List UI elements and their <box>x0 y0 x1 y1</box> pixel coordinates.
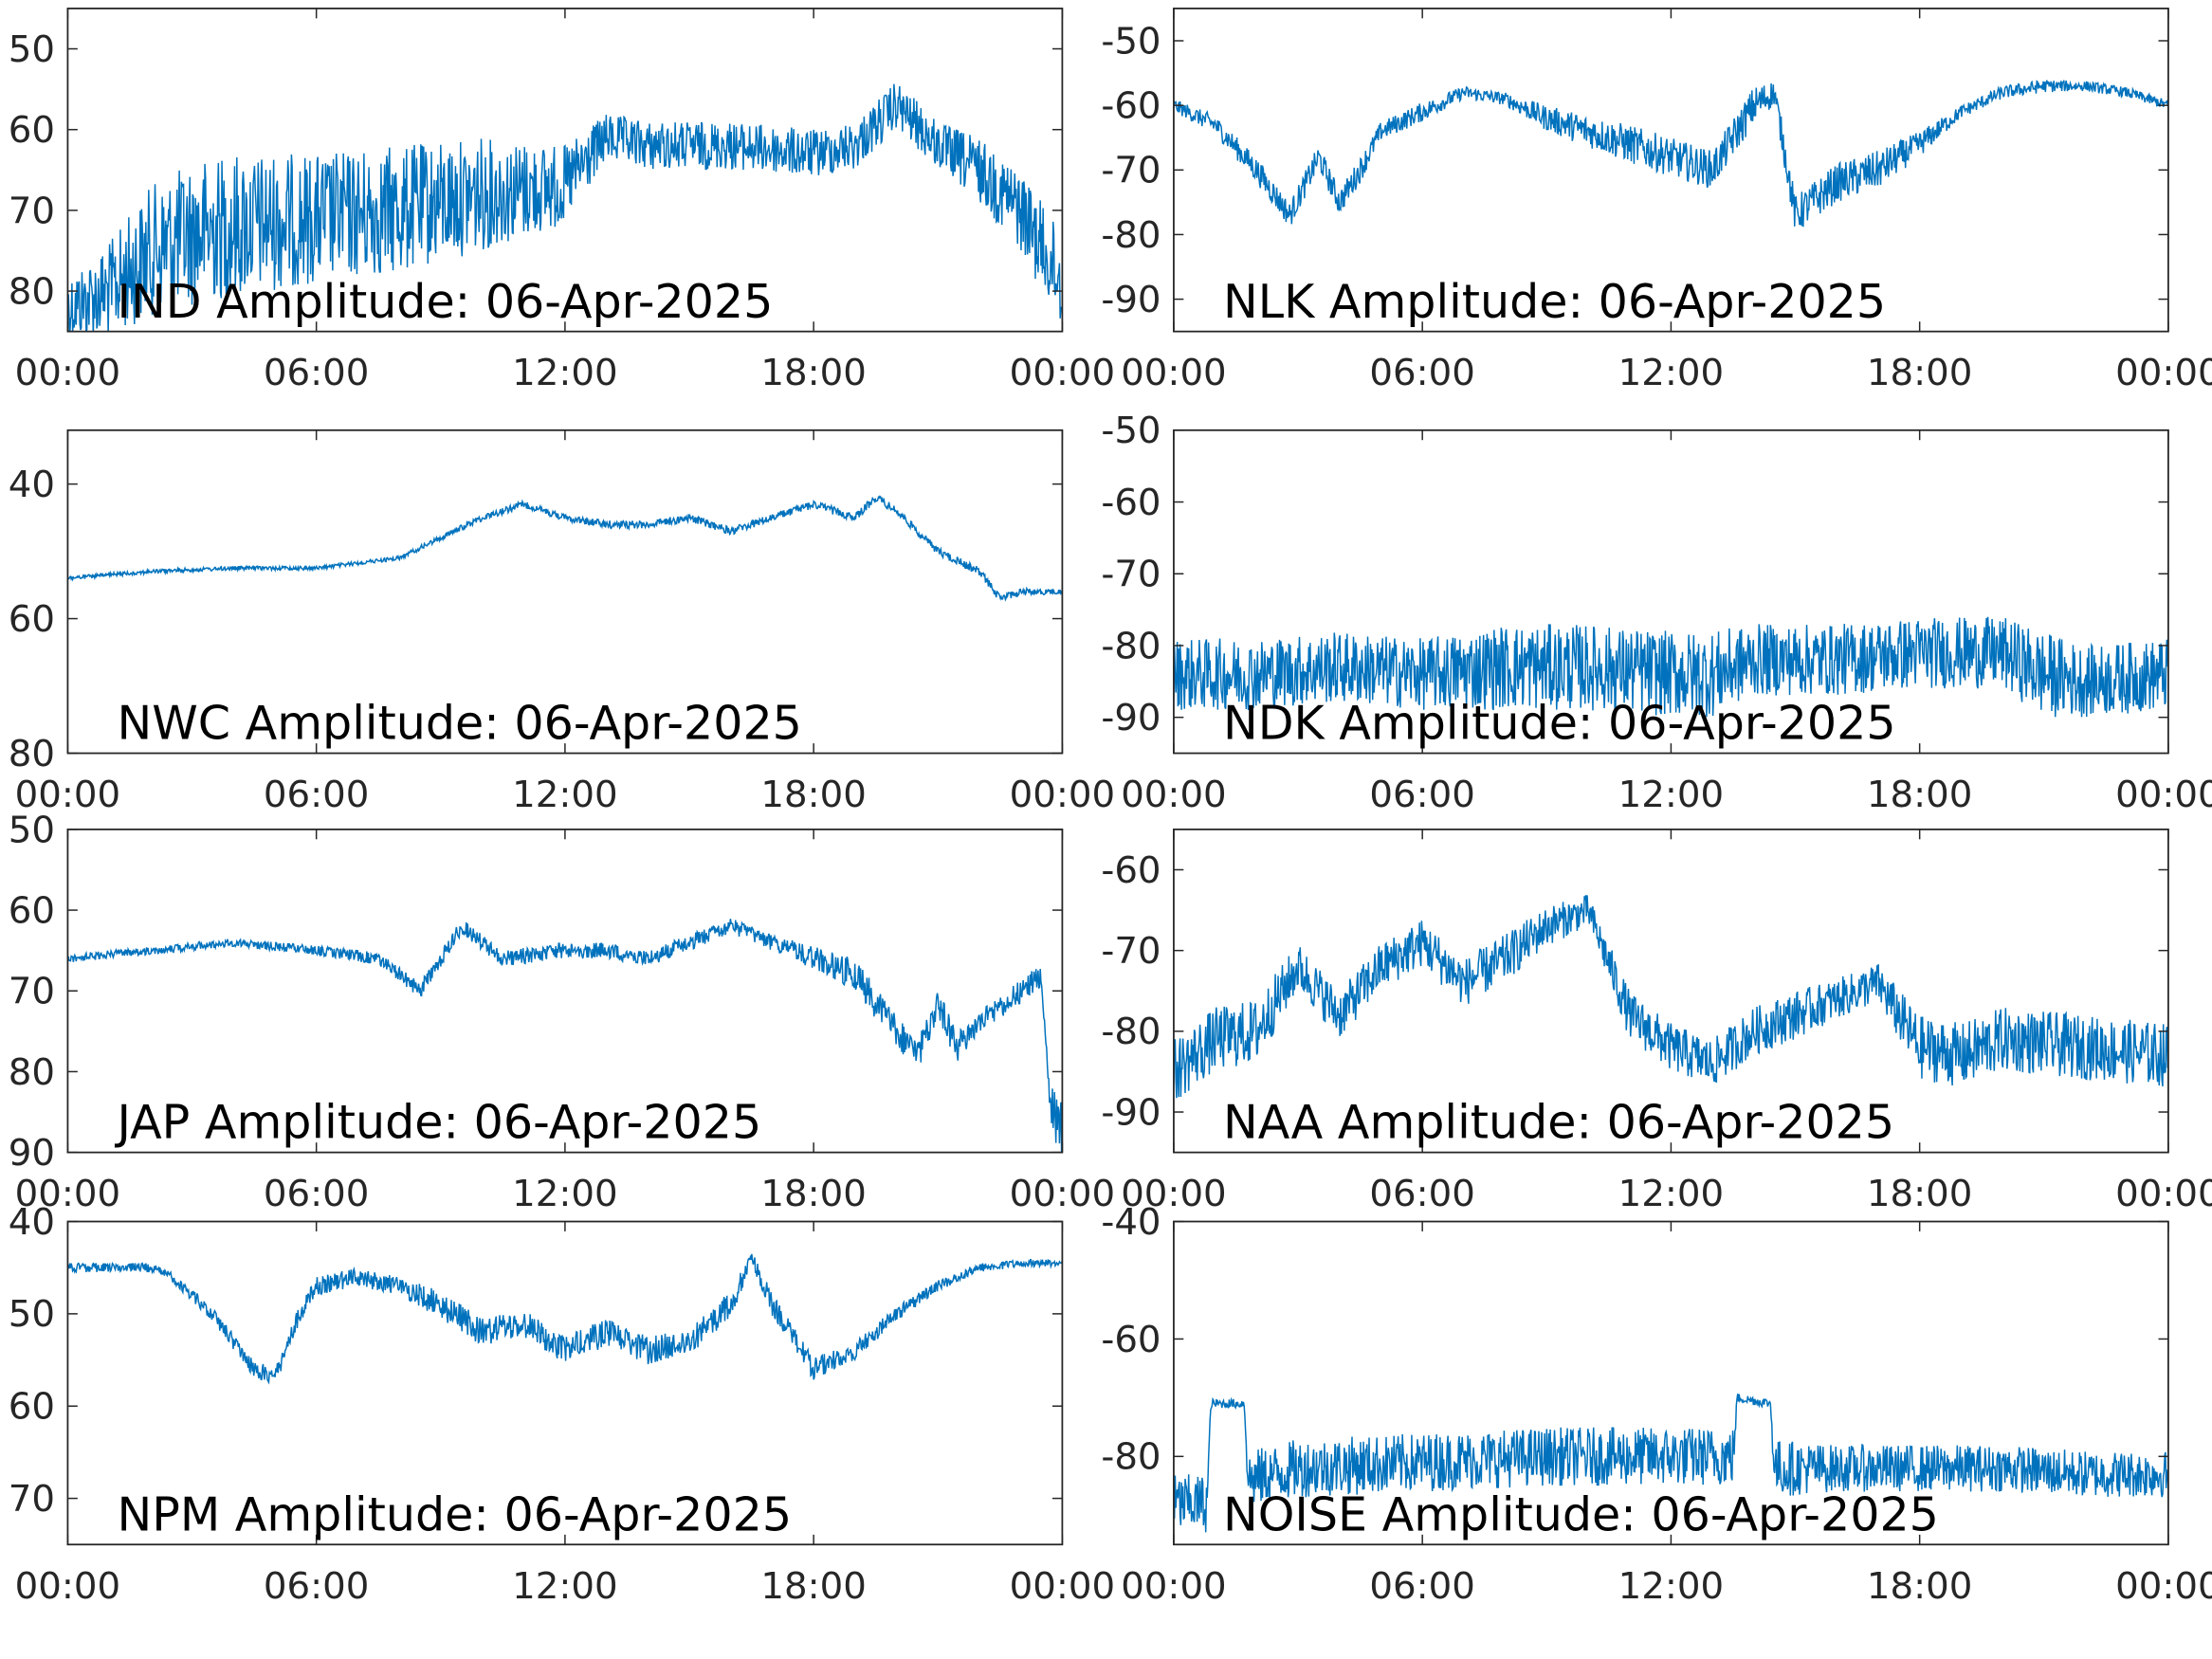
x-tick-label: 06:00 <box>264 1565 369 1608</box>
x-tick-label: 12:00 <box>512 1565 617 1608</box>
series-line <box>67 919 1063 1153</box>
y-tick-label: -80 <box>1101 1436 1161 1479</box>
panel-title: NDK Amplitude: 06-Apr-2025 <box>1223 696 1896 751</box>
y-tick-label: -60 <box>1101 482 1161 524</box>
x-tick-label: 12:00 <box>512 352 617 394</box>
y-tick-label: 40 <box>9 464 55 506</box>
x-tick-label: 06:00 <box>1369 352 1474 394</box>
x-tick-label: 00:00 <box>1010 1173 1115 1215</box>
x-tick-label: 12:00 <box>512 774 617 816</box>
chart-panel-7: 00:00 06:00 12:00 18:00 00:00 -40 -60 -80 NOISE … <box>1101 1201 2212 1608</box>
panel-title: JAP Amplitude: 06-Apr-2025 <box>114 1095 761 1150</box>
y-tick-label: -90 <box>1101 1091 1161 1134</box>
chart-panel-4: 00:00 06:00 12:00 18:00 00:00 50 60 70 80 90 JAP A… <box>9 809 1115 1215</box>
x-tick-label: 00:00 <box>2115 1565 2212 1608</box>
x-tick-label: 06:00 <box>1369 1565 1474 1608</box>
y-tick-label: -80 <box>1101 1011 1161 1053</box>
x-tick-label: 00:00 <box>2115 1173 2212 1215</box>
y-tick-label: -40 <box>1101 1201 1161 1244</box>
panel-title: NOISE Amplitude: 06-Apr-2025 <box>1223 1486 1939 1541</box>
y-tick-label: 70 <box>9 971 55 1013</box>
y-tick-label: -60 <box>1101 849 1161 892</box>
x-tick-label: 00:00 <box>1121 1565 1226 1608</box>
x-tick-label: 00:00 <box>1121 1173 1226 1215</box>
y-tick-label: 50 <box>9 809 55 851</box>
x-tick-label: 12:00 <box>1618 774 1724 816</box>
y-tick-label: -70 <box>1101 930 1161 973</box>
series-line <box>1173 80 2168 228</box>
y-tick-label: 60 <box>9 109 55 152</box>
series-line <box>67 83 1063 332</box>
y-tick-label: -90 <box>1101 697 1161 739</box>
y-tick-label: 50 <box>9 1293 55 1336</box>
x-tick-label: 00:00 <box>1121 774 1226 816</box>
y-tick-label: -70 <box>1101 150 1161 192</box>
panel-title: NPM Amplitude: 06-Apr-2025 <box>117 1486 792 1541</box>
x-tick-label: 12:00 <box>1618 1173 1724 1215</box>
y-tick-label: -70 <box>1101 554 1161 596</box>
chart-panel-1: 00:00 06:00 12:00 18:00 00:00 -50 -60 -70 -80 -90… <box>1101 8 2212 394</box>
x-tick-label: 18:00 <box>760 774 866 816</box>
y-tick-label: 60 <box>9 1386 55 1429</box>
y-tick-label: -90 <box>1101 279 1161 321</box>
y-tick-label: -60 <box>1101 1319 1161 1361</box>
x-tick-label: 00:00 <box>1121 352 1226 394</box>
panel-title: IND Amplitude: 06-Apr-2025 <box>117 274 773 329</box>
y-tick-label: -50 <box>1101 20 1161 63</box>
series-line <box>1173 895 2168 1099</box>
series-line <box>67 495 1063 602</box>
panel-title: NAA Amplitude: 06-Apr-2025 <box>1223 1095 1894 1150</box>
x-tick-label: 00:00 <box>1010 1565 1115 1608</box>
chart-panel-3: 00:00 06:00 12:00 18:00 00:00 -50 -60 -70 -80 -90… <box>1101 410 2212 816</box>
x-tick-label: 06:00 <box>1369 1173 1474 1215</box>
y-tick-label: 80 <box>9 270 55 313</box>
y-tick-label: -80 <box>1101 625 1161 667</box>
x-tick-label: 00:00 <box>15 774 120 816</box>
y-tick-label: 70 <box>9 190 55 232</box>
series-line <box>1173 616 2168 718</box>
panel-title: NLK Amplitude: 06-Apr-2025 <box>1223 274 1886 329</box>
x-tick-label: 18:00 <box>760 1565 866 1608</box>
y-tick-label: 40 <box>9 1201 55 1244</box>
x-tick-label: 18:00 <box>1867 352 1972 394</box>
chart-panel-5: 00:00 06:00 12:00 18:00 00:00 -60 -70 -80 -90 NAA… <box>1101 828 2212 1215</box>
y-tick-label: 60 <box>9 598 55 641</box>
series-line <box>67 1253 1063 1385</box>
x-tick-label: 18:00 <box>760 352 866 394</box>
y-tick-label: 70 <box>9 1478 55 1521</box>
x-tick-label: 00:00 <box>1010 352 1115 394</box>
x-tick-label: 12:00 <box>1618 1565 1724 1608</box>
y-tick-label: 60 <box>9 889 55 932</box>
panel-title: NWC Amplitude: 06-Apr-2025 <box>117 696 801 751</box>
x-tick-label: 18:00 <box>1867 1173 1972 1215</box>
x-tick-label: 06:00 <box>264 1173 369 1215</box>
y-tick-label: 80 <box>9 1051 55 1094</box>
chart-panel-2: 00:00 06:00 12:00 18:00 00:00 40 60 80 NWC Ampli… <box>9 428 1115 816</box>
x-tick-label: 00:00 <box>15 1173 120 1215</box>
x-tick-label: 18:00 <box>1867 774 1972 816</box>
y-tick-label: -80 <box>1101 214 1161 257</box>
x-tick-label: 12:00 <box>1618 352 1724 394</box>
x-tick-label: 06:00 <box>264 774 369 816</box>
x-tick-label: 18:00 <box>1867 1565 1972 1608</box>
x-tick-label: 00:00 <box>15 1565 120 1608</box>
chart-panel-6: 00:00 06:00 12:00 18:00 00:00 40 50 60 70 NPM Amp… <box>9 1201 1115 1608</box>
y-tick-label: -60 <box>1101 85 1161 128</box>
x-tick-label: 06:00 <box>264 352 369 394</box>
x-tick-label: 18:00 <box>760 1173 866 1215</box>
figure: 00:00 06:00 12:00 18:00 00:00 50 60 70 80 IND Amp… <box>9 8 2212 1608</box>
x-tick-label: 00:00 <box>2115 352 2212 394</box>
y-tick-label: 90 <box>9 1132 55 1175</box>
x-tick-label: 12:00 <box>512 1173 617 1215</box>
series-line <box>1173 1394 2168 1533</box>
x-tick-label: 00:00 <box>1010 774 1115 816</box>
y-tick-label: -50 <box>1101 410 1161 452</box>
chart-panel-0: 00:00 06:00 12:00 18:00 00:00 50 60 70 80 IND Amp… <box>9 8 1115 394</box>
x-tick-label: 06:00 <box>1369 774 1474 816</box>
y-tick-label: 80 <box>9 733 55 775</box>
x-tick-label: 00:00 <box>15 352 120 394</box>
y-tick-label: 50 <box>9 28 55 71</box>
x-tick-label: 00:00 <box>2115 774 2212 816</box>
